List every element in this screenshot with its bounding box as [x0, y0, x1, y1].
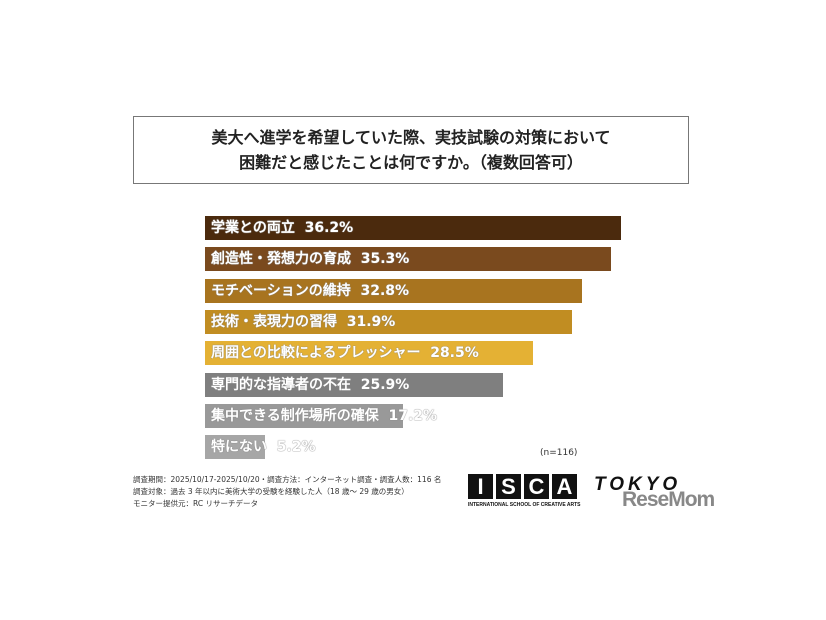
logo-letter: C — [524, 474, 549, 499]
note-target: 調査対象：過去 3 年以内に美術大学の受験を経験した人（18 歳～ 29 歳の男… — [133, 487, 409, 496]
bar-label: 創造性・発想力の育成 35.3% — [211, 247, 409, 271]
title-line-2: 困難だと感じたことは何ですか。（複数回答可） — [239, 153, 583, 172]
category-label: モチベーションの維持 — [211, 282, 351, 299]
note-provider: モニター提供元：RC リサーチデータ — [133, 499, 258, 508]
category-label: 周囲との比較によるプレッシャー — [211, 345, 421, 362]
bar — [205, 403, 403, 428]
sample-size: (n=116) — [540, 448, 578, 458]
bar — [205, 372, 503, 397]
bar — [205, 278, 582, 303]
logo-letter: A — [552, 474, 577, 499]
value-label: 5.2% — [267, 439, 316, 456]
bar-label: 特にない 5.2% — [211, 435, 316, 459]
value-label: 32.8% — [350, 282, 410, 299]
value-label: 25.9% — [351, 376, 410, 393]
survey-notes: 調査期間：2025/10/17-2025/10/20・調査方法：インターネット調… — [133, 474, 441, 510]
isca-logo: I S C A — [468, 474, 580, 499]
value-label: 31.9% — [337, 313, 396, 330]
bar-label: 周囲との比較によるプレッシャー 28.5% — [211, 341, 479, 365]
bar — [205, 341, 533, 366]
logo-letter: S — [496, 474, 521, 499]
bar — [205, 247, 611, 272]
category-label: 創造性・発想力の育成 — [211, 251, 351, 268]
title-line-1: 美大へ進学を希望していた際、実技試験の対策において — [211, 128, 611, 147]
bar-label: 技術・表現力の習得 31.9% — [211, 310, 395, 334]
value-label: 17.2% — [378, 407, 438, 424]
value-label: 35.3% — [351, 251, 410, 268]
bar — [205, 435, 265, 460]
value-label: 36.2% — [294, 220, 354, 236]
bar-label: 学業との両立 36.2% — [211, 216, 353, 240]
category-label: 特にない — [211, 439, 267, 456]
logo-letter: I — [468, 474, 493, 499]
logo-subtitle: INTERNATIONAL SCHOOL OF CREATIVE ARTS — [468, 502, 581, 508]
category-label: 技術・表現力の習得 — [211, 313, 337, 330]
logo-city: TOKYO — [594, 474, 682, 495]
bar-label: モチベーションの維持 32.8% — [211, 279, 409, 303]
bar — [205, 216, 621, 240]
category-label: 集中できる制作場所の確保 — [211, 407, 379, 424]
chart-title: 美大へ進学を希望していた際、実技試験の対策において 困難だと感じたことは何ですか… — [133, 116, 689, 184]
bar-label: 専門的な指導者の不在 25.9% — [211, 373, 409, 397]
resemom-watermark: ReseMom — [622, 488, 715, 511]
value-label: 28.5% — [420, 345, 479, 362]
bar — [205, 309, 572, 334]
note-period: 調査期間：2025/10/17-2025/10/20・調査方法：インターネット調… — [133, 475, 442, 484]
bar-label: 集中できる制作場所の確保 17.2% — [211, 404, 437, 428]
category-label: 専門的な指導者の不在 — [211, 376, 351, 393]
category-label: 学業との両立 — [211, 220, 295, 236]
